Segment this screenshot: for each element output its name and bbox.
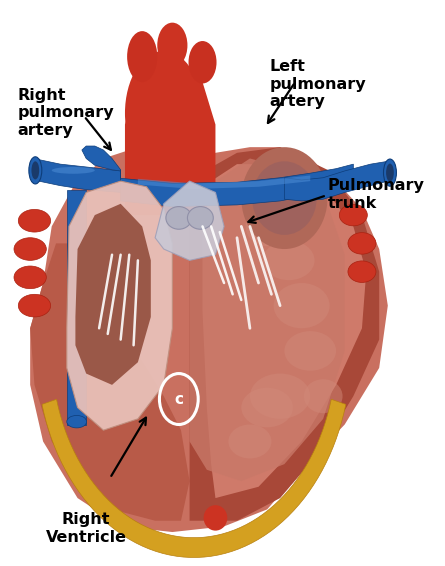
- Ellipse shape: [241, 147, 328, 249]
- Polygon shape: [155, 181, 224, 260]
- Ellipse shape: [250, 374, 310, 419]
- Text: Pulmonary
trunk: Pulmonary trunk: [328, 178, 425, 211]
- Ellipse shape: [129, 102, 198, 204]
- Ellipse shape: [348, 261, 376, 282]
- Polygon shape: [75, 204, 151, 385]
- Ellipse shape: [304, 379, 343, 413]
- Ellipse shape: [14, 266, 46, 289]
- Ellipse shape: [52, 167, 95, 174]
- Ellipse shape: [157, 23, 187, 68]
- Polygon shape: [67, 181, 172, 430]
- Polygon shape: [190, 147, 379, 521]
- Polygon shape: [125, 68, 215, 215]
- Ellipse shape: [348, 233, 376, 254]
- Polygon shape: [82, 146, 121, 178]
- Ellipse shape: [274, 283, 330, 328]
- Polygon shape: [190, 158, 345, 481]
- Polygon shape: [67, 190, 86, 424]
- Ellipse shape: [246, 207, 289, 246]
- Ellipse shape: [14, 238, 46, 260]
- Ellipse shape: [384, 159, 396, 186]
- Polygon shape: [284, 161, 388, 201]
- Ellipse shape: [166, 207, 192, 229]
- Ellipse shape: [204, 505, 227, 531]
- Ellipse shape: [67, 415, 87, 428]
- Polygon shape: [39, 160, 121, 192]
- Text: c: c: [174, 392, 183, 406]
- Polygon shape: [30, 243, 190, 521]
- Ellipse shape: [127, 31, 157, 82]
- Ellipse shape: [340, 204, 367, 226]
- Ellipse shape: [189, 41, 217, 84]
- Ellipse shape: [125, 51, 202, 175]
- Ellipse shape: [228, 424, 271, 458]
- Polygon shape: [202, 164, 366, 498]
- Ellipse shape: [263, 241, 315, 280]
- Polygon shape: [42, 399, 346, 558]
- Ellipse shape: [32, 161, 39, 179]
- Ellipse shape: [29, 157, 42, 184]
- Ellipse shape: [386, 164, 394, 182]
- Ellipse shape: [187, 207, 213, 229]
- Ellipse shape: [18, 209, 51, 232]
- Text: Right
pulmonary
artery: Right pulmonary artery: [17, 88, 114, 138]
- Polygon shape: [121, 164, 353, 207]
- Ellipse shape: [252, 161, 317, 235]
- Ellipse shape: [18, 294, 51, 317]
- Ellipse shape: [284, 331, 336, 371]
- Polygon shape: [138, 175, 310, 189]
- Polygon shape: [30, 147, 388, 532]
- Text: Right
Ventricle: Right Ventricle: [46, 512, 127, 544]
- Ellipse shape: [241, 388, 293, 427]
- Text: Left
pulmonary
artery: Left pulmonary artery: [269, 59, 366, 109]
